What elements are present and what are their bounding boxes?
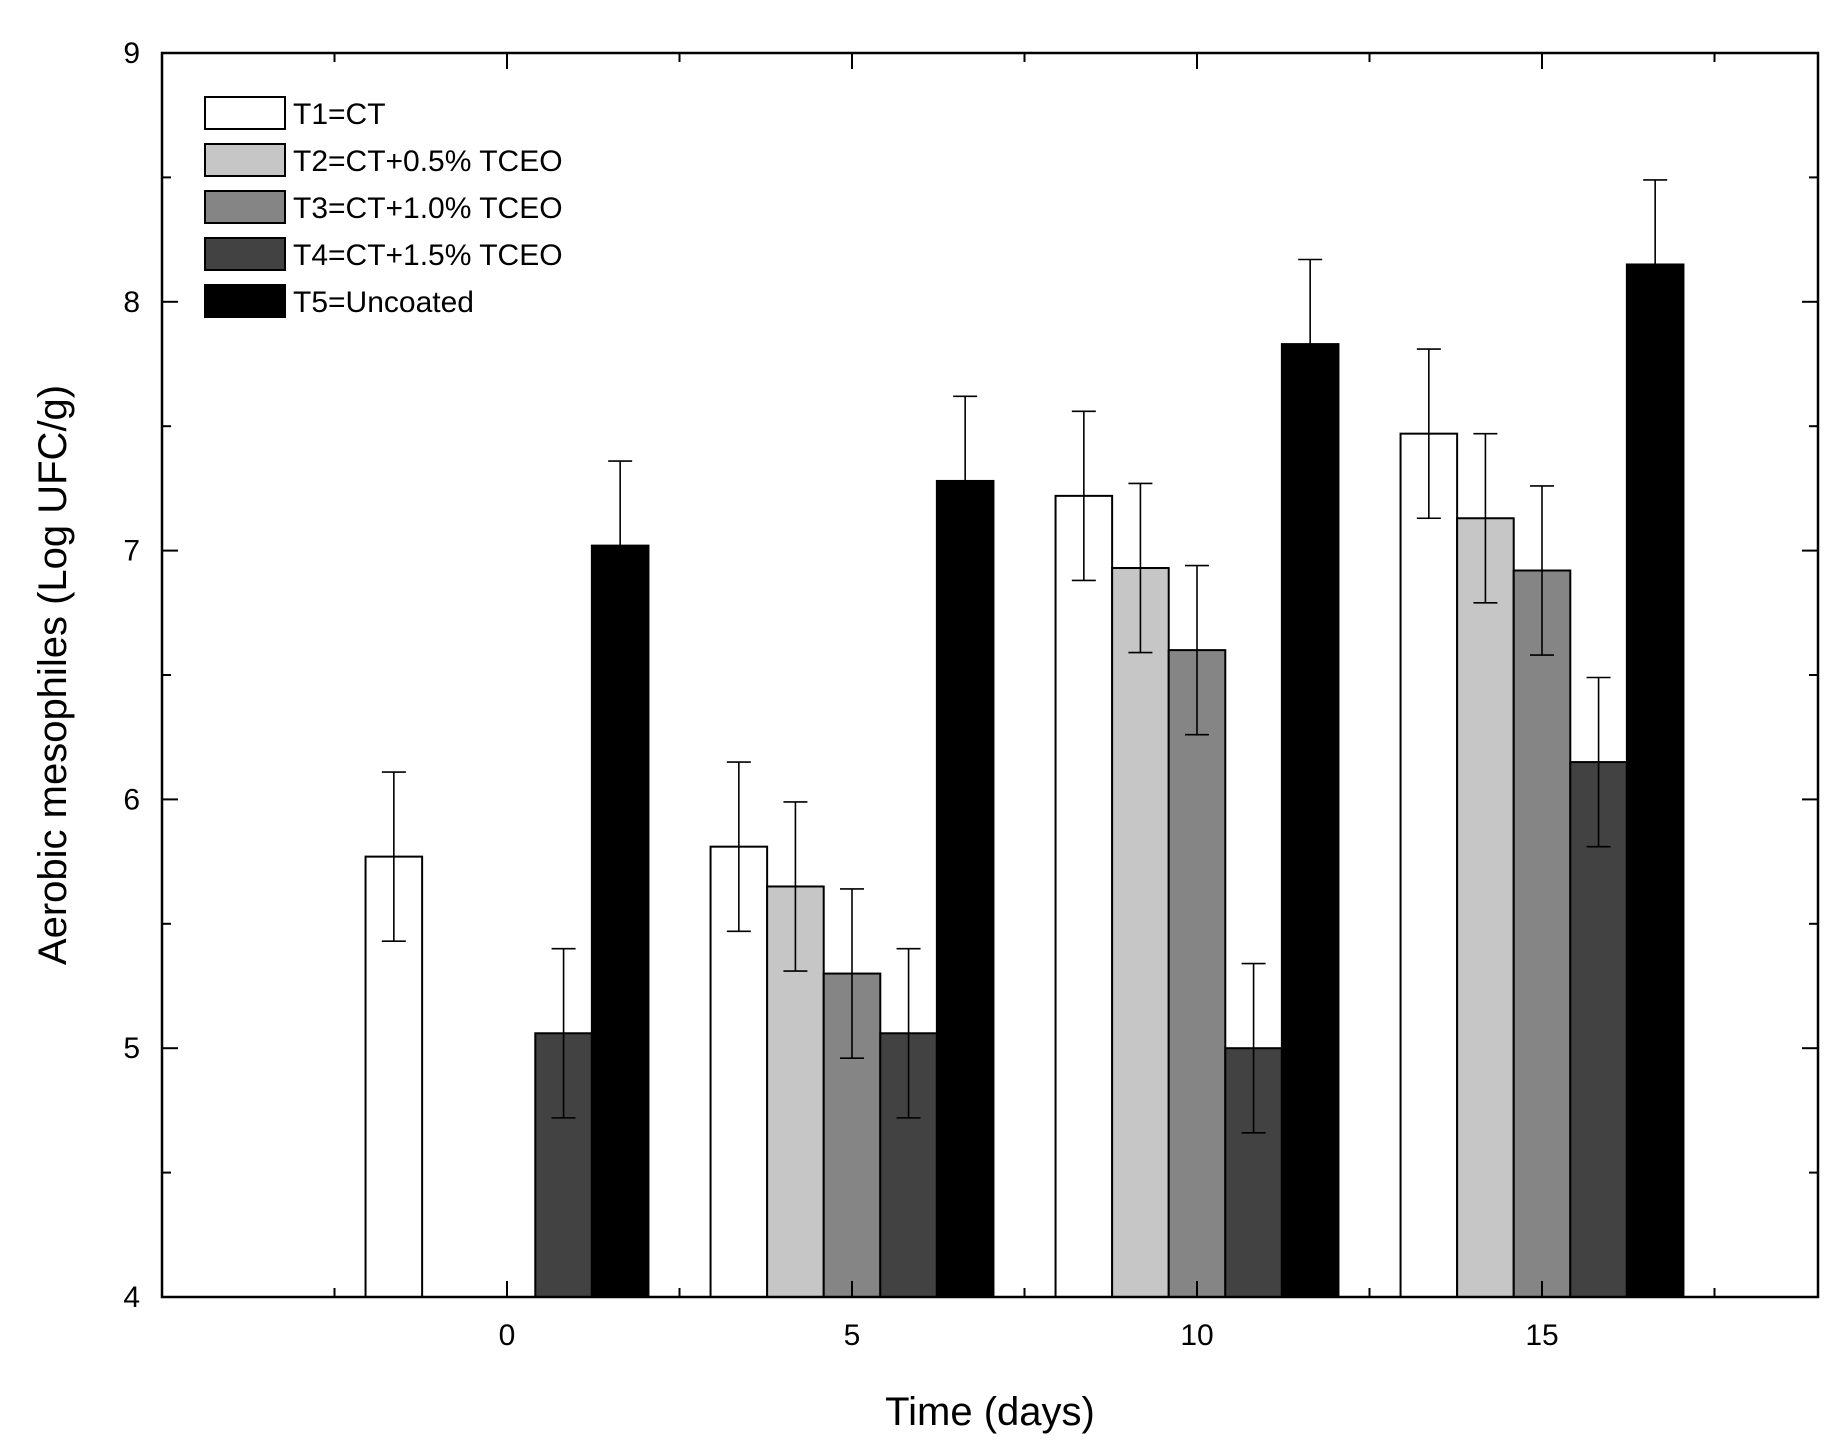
bar-3-day-10 [1167,649,1227,1298]
legend-swatch-1 [204,96,286,130]
legend-swatch-3 [204,190,286,224]
x-tick-label: 5 [844,1319,861,1352]
legend-swatch-5 [204,284,286,318]
x-tick-label: 0 [499,1319,516,1352]
bar-2-day-15 [1456,517,1515,1298]
legend-label-1: T1=CT [293,98,386,131]
bars-layer [364,263,1685,1299]
x-axis-title: Time (days) [885,1390,1095,1434]
legend-label-2: T2=CT+0.5% TCEO [293,145,563,178]
legend-label-5: T5=Uncoated [293,286,474,319]
legend-swatch-2 [204,143,286,177]
legend-swatch-4 [204,237,286,271]
bar-5-day-15 [1625,263,1685,1299]
bar-2-day-10 [1111,567,1170,1298]
bar-4-day-15 [1569,761,1628,1298]
tick-labels-layer: 4 5 6 7 8 9 0 5 10 15 [123,37,1558,1352]
ticks-layer [162,52,1818,1298]
legend-label-3: T3=CT+1.0% TCEO [293,192,563,225]
y-tick-label: 5 [123,1032,140,1065]
bar-3-day-15 [1512,569,1572,1298]
legend: T1=CT T2=CT+0.5% TCEO T3=CT+1.0% TCEO T4=CT… [204,96,563,319]
error-bars-layer [381,179,1668,1134]
x-tick-label: 10 [1180,1319,1213,1352]
y-tick-label: 9 [123,37,140,70]
bar-1-day-15 [1399,432,1459,1298]
legend-label-4: T4=CT+1.5% TCEO [293,239,563,272]
bar-5-day-0 [590,544,650,1298]
bar-5-day-10 [1280,343,1340,1298]
y-tick-label: 4 [123,1281,140,1314]
y-axis-title: Aerobic mesophiles (Log UFC/g) [31,385,75,965]
y-tick-label: 7 [123,535,140,568]
bar-5-day-5 [935,479,995,1299]
y-tick-label: 8 [123,286,140,319]
bar-1-day-10 [1054,494,1114,1298]
y-tick-label: 6 [123,783,140,816]
x-tick-label: 15 [1525,1319,1558,1352]
